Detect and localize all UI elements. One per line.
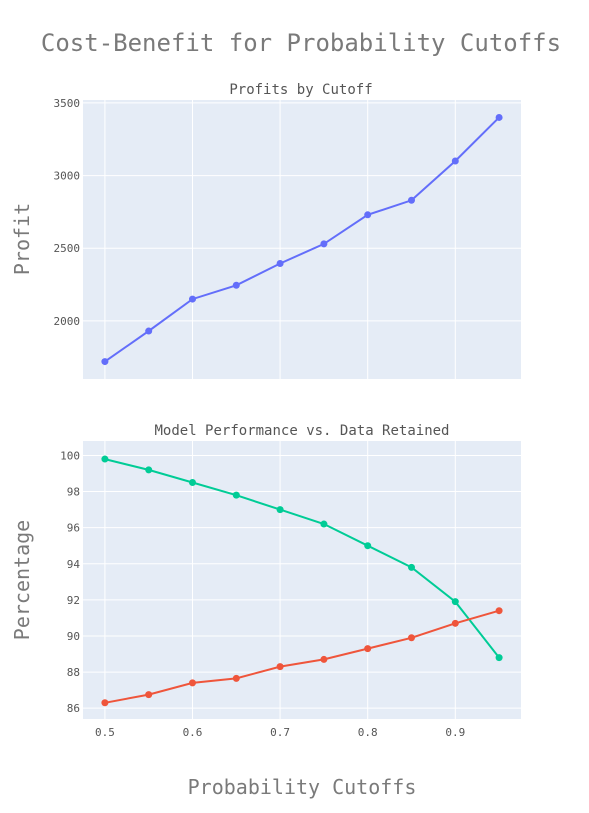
y-tick-label: 3500 <box>54 97 81 110</box>
series-line-1 <box>104 458 500 659</box>
data-point <box>145 466 153 474</box>
y-tick-label: 100 <box>60 449 80 462</box>
data-point <box>232 491 240 499</box>
y-tick-label: 96 <box>67 522 80 535</box>
subplot-2-title: Model Performance vs. Data Retained <box>154 423 449 439</box>
data-point <box>495 607 503 615</box>
y-tick-label: 2000 <box>54 315 81 328</box>
series-line-1 <box>104 116 500 363</box>
data-point <box>364 645 372 653</box>
data-point <box>364 211 372 219</box>
y-tick-label: 90 <box>67 630 80 643</box>
data-point <box>276 259 284 267</box>
subplot-2: 86 88 90 92 94 96 98 100 0.5 0.6 0.7 0.8 0.9 <box>60 441 521 739</box>
data-point <box>232 674 240 682</box>
subplot-1-title: Profits by Cutoff <box>229 82 372 98</box>
data-point <box>101 455 109 463</box>
plot-area <box>83 441 521 719</box>
data-point <box>320 520 328 528</box>
subplot-1-ylabel: Profit <box>10 203 34 275</box>
data-point <box>101 699 109 707</box>
data-point <box>408 563 415 571</box>
data-point <box>451 598 459 606</box>
x-tick-label: 0.7 <box>270 726 290 739</box>
data-point <box>189 679 196 687</box>
subplot-2-ylabel: Percentage <box>10 520 34 640</box>
x-tick-label: 0.8 <box>358 726 378 739</box>
plot-area <box>83 100 521 379</box>
data-point <box>320 240 328 248</box>
y-tick-label: 88 <box>67 666 80 679</box>
y-tick-label: 2500 <box>54 242 81 255</box>
data-point <box>408 634 415 642</box>
data-point <box>145 691 153 699</box>
x-axis-label: Probability Cutoffs <box>188 775 417 799</box>
data-point <box>232 281 240 289</box>
data-point <box>276 506 284 514</box>
data-point <box>145 327 153 335</box>
x-tick-label: 0.6 <box>183 726 203 739</box>
data-point <box>189 479 196 487</box>
x-tick-label: 0.5 <box>95 726 115 739</box>
data-point <box>495 654 503 662</box>
data-point <box>451 157 459 165</box>
data-point <box>364 542 372 550</box>
data-point <box>189 295 196 303</box>
y-tick-label: 92 <box>67 594 80 607</box>
data-point <box>451 619 459 627</box>
data-point <box>101 358 109 366</box>
subplot-1: 2000 2500 3000 3500 <box>54 97 521 379</box>
data-point <box>495 113 503 121</box>
chart-title: Cost-Benefit for Probability Cutoffs <box>41 29 561 57</box>
y-tick-label: 98 <box>67 486 80 499</box>
data-point <box>408 196 415 204</box>
data-point <box>276 663 284 671</box>
y-tick-label: 94 <box>67 558 81 571</box>
data-point <box>320 655 328 663</box>
y-tick-label: 3000 <box>54 170 81 183</box>
series-line-2 <box>104 609 500 704</box>
y-tick-label: 86 <box>67 702 80 715</box>
x-tick-label: 0.9 <box>445 726 465 739</box>
